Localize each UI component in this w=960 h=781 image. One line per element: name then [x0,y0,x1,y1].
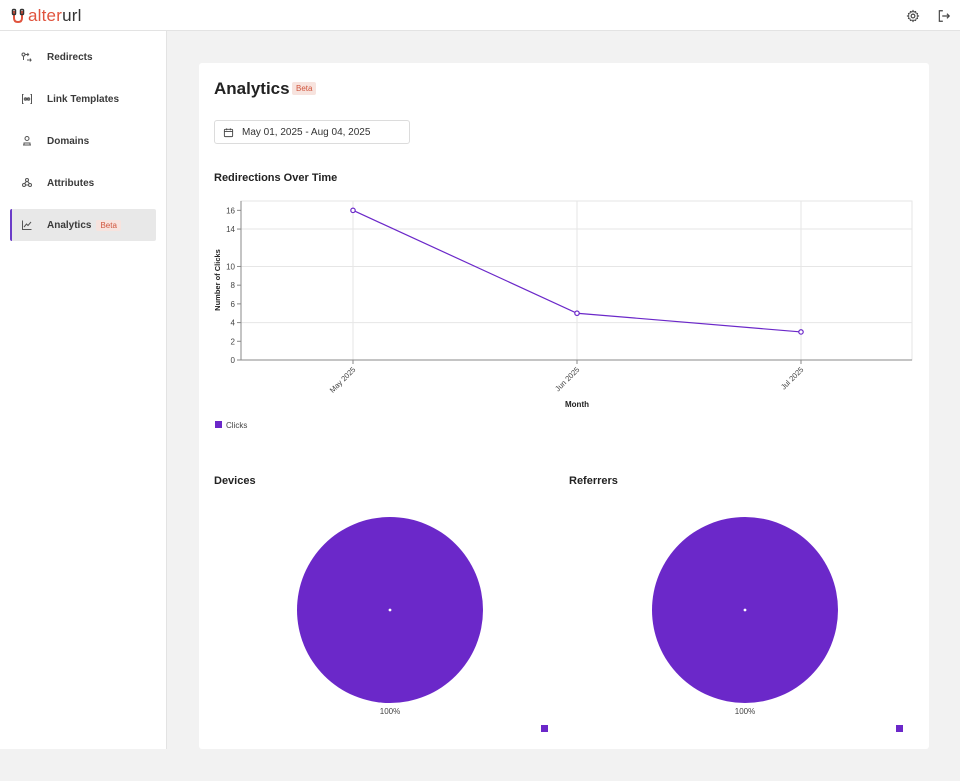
logo-icon [11,8,25,24]
bottom-strip [0,749,960,781]
sidebar-item-analytics[interactable]: Analytics Beta [10,209,156,241]
legend-label[interactable]: Clicks [226,421,247,430]
y-tick-label: 4 [231,319,236,328]
y-tick-label: 0 [231,356,236,365]
y-tick-label: 16 [226,206,235,215]
sidebar-item-domains[interactable]: Domains [10,125,156,157]
analytics-icon [20,218,34,232]
sidebar-item-link-templates[interactable]: Link Templates [10,83,156,115]
legend-swatch[interactable] [896,725,903,732]
pie-slice-label: 100% [735,707,755,716]
date-range-picker[interactable]: May 01, 2025 - Aug 04, 2025 [214,120,410,144]
data-point[interactable] [798,329,804,335]
sidebar-item-redirects[interactable]: Redirects [10,41,156,73]
referrers-pie-chart: 100% [652,517,903,732]
x-tick-label: Jul 2025 [779,365,805,391]
beta-badge: Beta [292,82,317,95]
devices-title: Devices [214,475,256,487]
y-axis-label: Number of Clicks [213,249,222,311]
y-tick-label: 2 [231,337,236,346]
sidebar-item-label: Redirects [47,51,93,63]
logo-text: alterurl [28,6,82,25]
devices-pie-chart: 100% [297,517,548,732]
page-title: Analytics [214,79,290,98]
link-template-icon [20,92,34,106]
x-tick-label: Jun 2025 [553,365,581,393]
top-bar: alterurl [0,0,960,31]
redirect-icon [20,50,34,64]
line-chart: 0 2 4 6 8 10 14 16 May 2025 Jun 2025 Jul 2025 Numb… [213,200,913,430]
x-axis-label: Month [565,400,589,409]
sidebar-item-label: Analytics [47,219,92,231]
pie-slice-label: 100% [380,707,400,716]
sidebar-item-label: Link Templates [47,93,120,105]
chart-title: Redirections Over Time [214,172,338,184]
logout-icon[interactable] [935,7,952,24]
sidebar-item-label: Domains [47,135,90,147]
attributes-icon [20,176,34,190]
pie-center-dot [743,608,747,612]
domain-icon [20,134,34,148]
beta-badge: Beta [96,219,121,231]
pie-center-dot [388,608,392,612]
calendar-icon [223,127,234,138]
date-range-value: May 01, 2025 - Aug 04, 2025 [242,126,371,138]
logo[interactable]: alterurl [11,6,82,26]
data-point[interactable] [574,310,580,317]
y-tick-label: 10 [226,262,235,271]
legend-swatch[interactable] [541,725,548,732]
y-tick-label: 14 [226,225,235,234]
legend-swatch [215,421,222,428]
gear-icon[interactable] [904,7,921,24]
data-point[interactable] [350,207,356,214]
sidebar-item-label: Attributes [47,177,95,189]
referrers-title: Referrers [569,475,618,487]
analytics-card: Analytics Beta May 01, 2025 - Aug 04, 20… [199,63,929,749]
sidebar-item-attributes[interactable]: Attributes [10,167,156,199]
y-tick-label: 8 [231,281,236,290]
y-tick-label: 6 [231,300,236,309]
sidebar: Redirects Link Templates Domains Attribu… [0,31,167,749]
x-tick-label: May 2025 [328,365,358,395]
